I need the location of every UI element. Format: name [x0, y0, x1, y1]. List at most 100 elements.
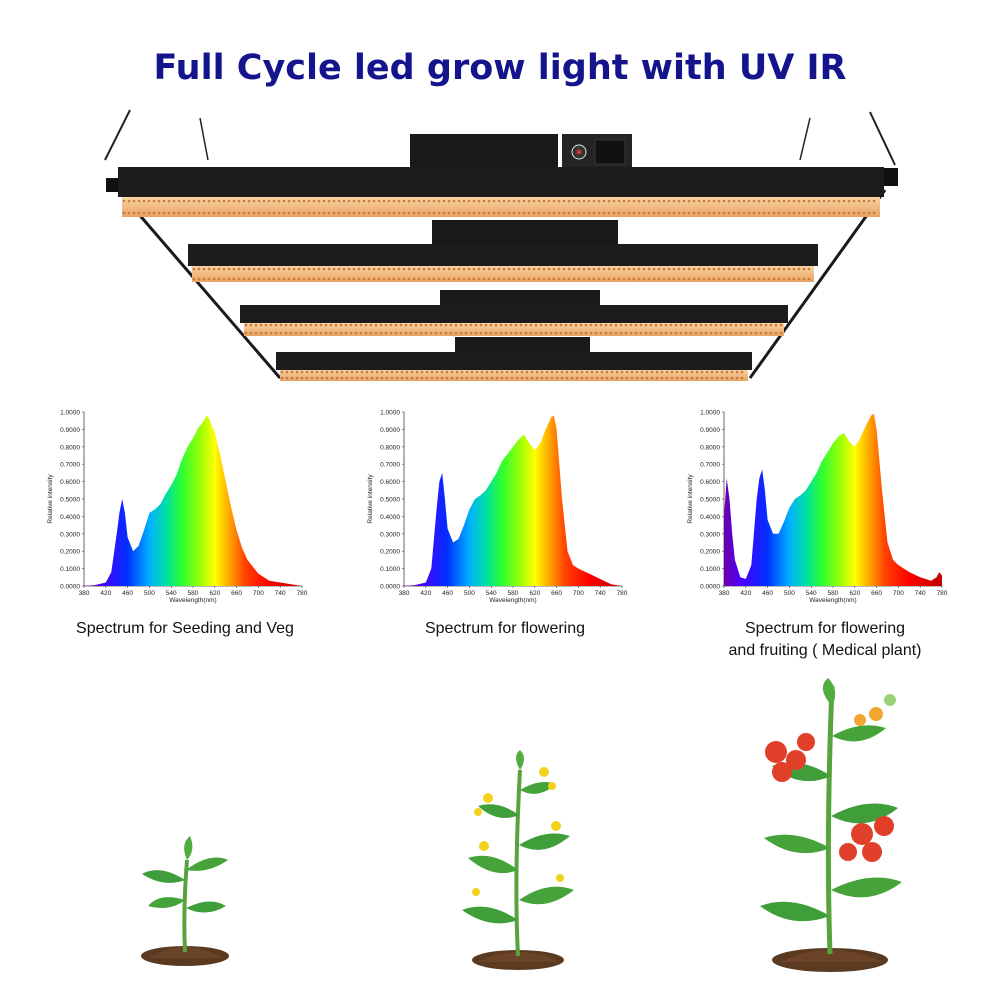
- x-tick-label: 700: [573, 590, 584, 597]
- led-dot: [300, 370, 304, 374]
- led-dot: [377, 211, 381, 215]
- led-dot: [547, 199, 551, 203]
- led-dot: [505, 370, 509, 374]
- led-dot: [739, 331, 743, 335]
- led-dot: [147, 199, 151, 203]
- led-dot: [612, 199, 616, 203]
- led-dot: [339, 331, 343, 335]
- led-dot: [802, 267, 806, 271]
- led-dot: [350, 376, 354, 380]
- led-dot: [652, 277, 656, 281]
- caption-line: Spectrum for Seeding and Veg: [76, 620, 294, 637]
- led-dot: [614, 323, 618, 327]
- led-dot: [310, 376, 314, 380]
- led-dot: [497, 199, 501, 203]
- led-dot: [767, 267, 771, 271]
- led-dot: [580, 370, 584, 374]
- led-dot: [285, 376, 289, 380]
- led-dot: [337, 211, 341, 215]
- led-dot: [344, 331, 348, 335]
- led-dot: [500, 376, 504, 380]
- led-dot: [627, 267, 631, 271]
- led-dot: [389, 331, 393, 335]
- led-dot: [172, 199, 176, 203]
- led-dot: [277, 277, 281, 281]
- led-dot: [594, 323, 598, 327]
- led-dot: [645, 370, 649, 374]
- caption-line: Spectrum for flowering: [424, 620, 586, 637]
- led-dot: [319, 331, 323, 335]
- led-dot: [457, 199, 461, 203]
- led-dot: [349, 331, 353, 335]
- led-dot: [290, 370, 294, 374]
- y-tick-label: 0.6000: [380, 479, 400, 486]
- led-dot: [742, 211, 746, 215]
- led-dot: [435, 376, 439, 380]
- led-dot: [787, 277, 791, 281]
- led-dot: [710, 370, 714, 374]
- led-dot: [460, 376, 464, 380]
- led-dot: [212, 199, 216, 203]
- led-dot: [607, 211, 611, 215]
- led-dot: [604, 331, 608, 335]
- led-dot: [472, 199, 476, 203]
- led-dot: [764, 323, 768, 327]
- spectrum-chart-flowering: 0.0000 0.1000 0.2000 0.3000 0.4000 0.5000 0.60…: [360, 400, 650, 610]
- led-dot: [707, 199, 711, 203]
- led-dot: [532, 199, 536, 203]
- led-dot: [867, 199, 871, 203]
- led-dot: [510, 370, 514, 374]
- led-dot: [422, 199, 426, 203]
- y-tick-label: 0.9000: [700, 427, 720, 434]
- led-dot: [469, 323, 473, 327]
- led-dot: [584, 331, 588, 335]
- led-dot: [345, 370, 349, 374]
- led-dot: [732, 277, 736, 281]
- led-dot: [405, 376, 409, 380]
- led-dot: [342, 211, 346, 215]
- led-dot: [797, 277, 801, 281]
- led-dot: [122, 199, 126, 203]
- led-dot: [497, 211, 501, 215]
- led-dot: [574, 331, 578, 335]
- led-dot: [685, 370, 689, 374]
- led-dot: [449, 331, 453, 335]
- led-dot: [724, 331, 728, 335]
- led-dot: [692, 277, 696, 281]
- led-dot: [345, 376, 349, 380]
- led-dot: [445, 376, 449, 380]
- led-dot: [464, 331, 468, 335]
- led-dot: [550, 376, 554, 380]
- led-dot: [717, 267, 721, 271]
- led-dot: [619, 331, 623, 335]
- led-dot: [587, 267, 591, 271]
- led-dot: [300, 376, 304, 380]
- led-dot: [872, 199, 876, 203]
- led-dot: [620, 370, 624, 374]
- led-dot: [397, 277, 401, 281]
- led-dot: [309, 331, 313, 335]
- led-dot: [490, 376, 494, 380]
- led-dot: [524, 323, 528, 327]
- led-dot: [632, 211, 636, 215]
- led-dot: [592, 211, 596, 215]
- led-dot: [607, 277, 611, 281]
- led-dot: [792, 211, 796, 215]
- x-tick-label: 780: [617, 590, 628, 597]
- led-dot: [652, 199, 656, 203]
- led-dot: [277, 211, 281, 215]
- led-dot: [407, 199, 411, 203]
- led-dot: [312, 199, 316, 203]
- led-dot: [450, 376, 454, 380]
- led-dot: [694, 331, 698, 335]
- led-dot: [435, 370, 439, 374]
- led-dot: [630, 376, 634, 380]
- led-dot: [582, 277, 586, 281]
- led-dot: [437, 277, 441, 281]
- led-dot: [702, 199, 706, 203]
- led-dot: [487, 277, 491, 281]
- led-dot: [177, 211, 181, 215]
- led-dot: [334, 331, 338, 335]
- y-tick-label: 0.5000: [380, 497, 400, 504]
- led-dot: [712, 267, 716, 271]
